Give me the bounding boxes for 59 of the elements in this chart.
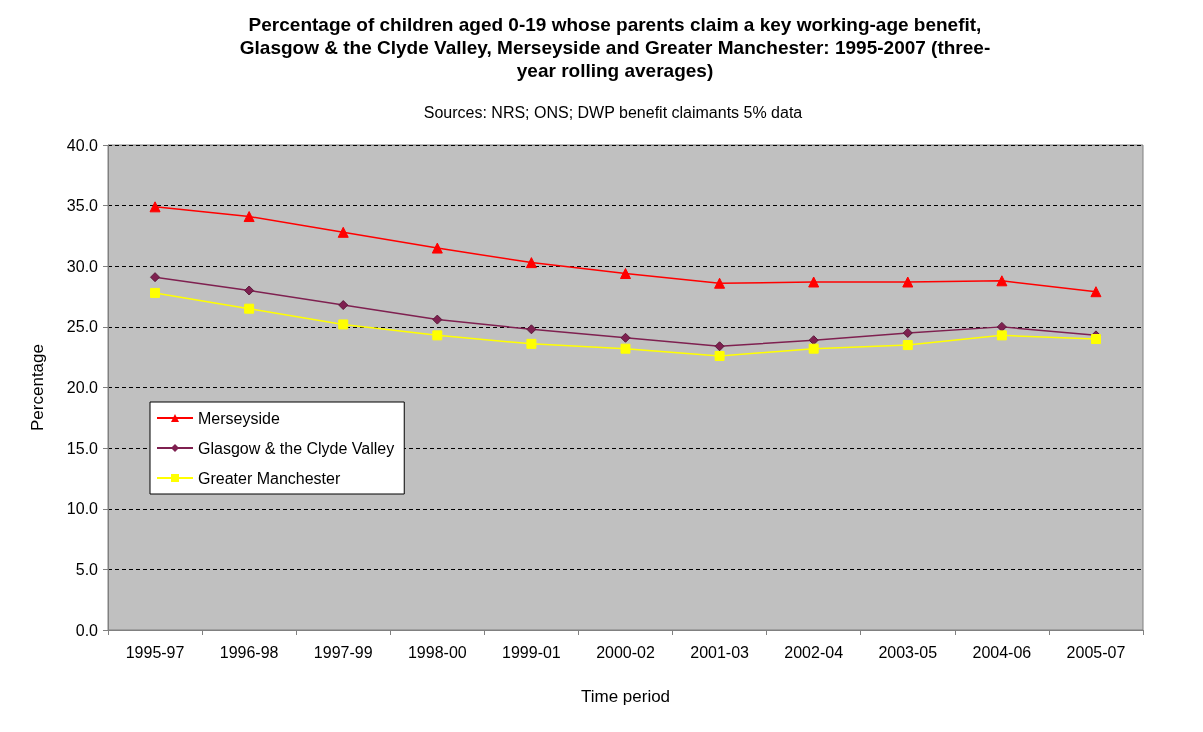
legend-label: Greater Manchester	[198, 469, 341, 487]
point	[150, 272, 161, 283]
point	[902, 276, 914, 288]
x-tick-label: 1995-97	[125, 643, 185, 661]
x-tick-label: 2005-07	[1066, 643, 1126, 661]
point	[714, 350, 725, 361]
chart-subtitle: Sources: NRS; ONS; DWP benefit claimants 5% data	[423, 103, 803, 121]
x-tick-label: 1996-98	[219, 643, 279, 661]
x-tick-label: 1998-00	[407, 643, 467, 661]
point	[808, 343, 819, 354]
point	[902, 327, 913, 338]
point	[150, 287, 161, 298]
y-tick-label: 35.0	[66, 197, 99, 215]
point	[620, 268, 631, 280]
y-tick-label: 40.0	[66, 136, 99, 154]
point	[714, 277, 726, 289]
point	[620, 332, 631, 343]
point	[902, 340, 913, 351]
point	[244, 285, 255, 296]
y-tick-label: 15.0	[66, 439, 99, 457]
point	[432, 330, 443, 341]
y-tick-label: 10.0	[66, 500, 99, 518]
point	[526, 338, 537, 349]
point	[620, 343, 631, 354]
y-tick-label: 20.0	[66, 379, 99, 396]
point	[338, 300, 349, 311]
point	[432, 314, 443, 325]
point	[243, 211, 255, 223]
point	[149, 201, 161, 213]
point	[996, 275, 1008, 287]
legend-label: Merseyside	[198, 409, 280, 427]
point	[526, 324, 537, 335]
point	[714, 341, 725, 352]
point	[1090, 334, 1101, 344]
x-tick-label: 2003-05	[878, 643, 938, 661]
point	[808, 276, 820, 288]
x-tick-label: 2001-03	[690, 643, 750, 661]
point	[996, 321, 1007, 332]
point	[1090, 286, 1102, 298]
x-axis-title: Time period	[580, 687, 671, 706]
point	[808, 335, 819, 346]
point	[996, 330, 1007, 341]
chart-title: Percentage of children aged 0-19 whose parents claim a key working-age benefit, Glasgow & the Clyde Valley, Merseyside and Greater Manchester: 1995-2007 (three- year rolling averages)	[239, 14, 991, 81]
point	[337, 226, 349, 238]
x-tick-label: 1999-01	[502, 643, 561, 661]
x-tick-label: 2002-04	[784, 643, 844, 661]
x-tick-label: 2004-06	[972, 643, 1032, 661]
legend-label: Glasgow & the Clyde Valley	[198, 439, 395, 457]
x-tick-label: 1997-99	[313, 643, 373, 661]
y-axis-title: Percentage	[28, 344, 47, 431]
y-tick-label: 0.0	[75, 621, 99, 639]
x-tick-label: 2000-02	[596, 643, 655, 661]
point	[525, 257, 537, 269]
y-tick-label: 25.0	[66, 318, 99, 336]
y-tick-label: 30.0	[66, 257, 99, 275]
point	[431, 242, 443, 254]
point	[338, 319, 349, 330]
point	[244, 303, 255, 314]
y-tick-label: 5.0	[75, 560, 99, 578]
